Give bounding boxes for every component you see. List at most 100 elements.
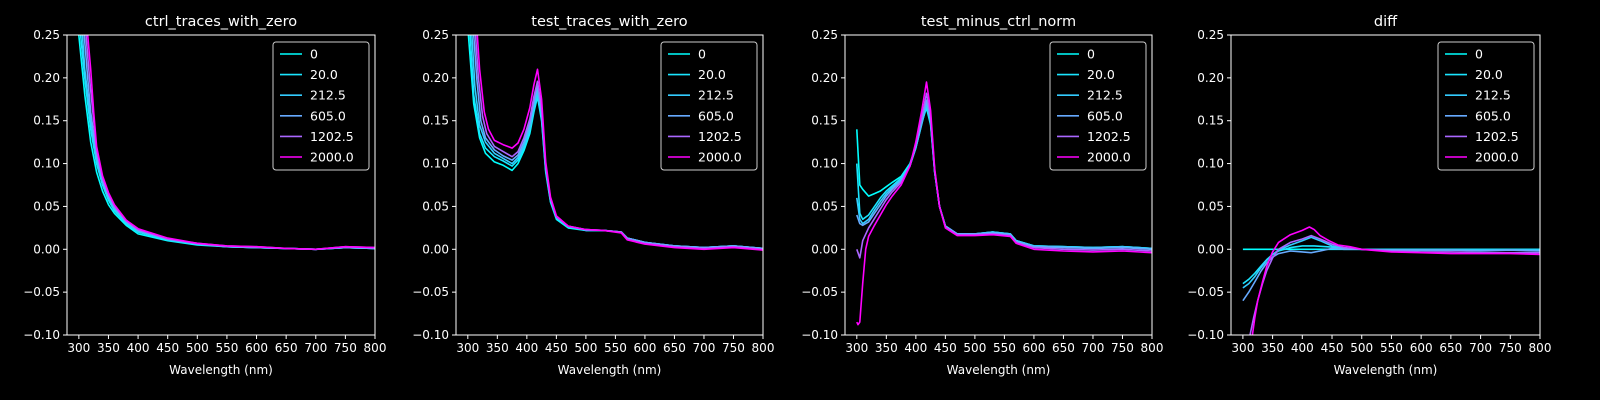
x-tick-label: 700 <box>1082 341 1105 355</box>
x-axis-label: Wavelength (nm) <box>947 363 1051 377</box>
series-line-2000.0 <box>1251 226 1540 335</box>
legend-entry: 1202.5 <box>310 129 354 144</box>
chart-title: test_traces_with_zero <box>531 14 688 30</box>
x-tick-label: 450 <box>156 341 179 355</box>
legend: 0 20.0 212.5 605.0 1202.5 2000.0 <box>272 41 370 171</box>
legend-entry: 0 <box>1475 47 1483 62</box>
x-tick-label: 800 <box>752 341 775 355</box>
x-tick-label: 450 <box>545 341 568 355</box>
x-tick-label: 500 <box>1350 341 1373 355</box>
chart-panel-4: diff 300 350 400 450 500 550 600 650 700 750 800 −0.… <box>1187 14 1551 377</box>
x-tick-label: 600 <box>633 341 656 355</box>
x-tick-label: 300 <box>845 341 868 355</box>
chart-panel-1: ctrl_traces_with_zero 300 350 400 450 500 550 6… <box>23 14 386 377</box>
x-tick-label: 600 <box>1410 341 1433 355</box>
legend-entry: 1202.5 <box>1087 129 1131 144</box>
x-tick-label: 400 <box>127 341 150 355</box>
x-tick-label: 800 <box>1529 341 1552 355</box>
y-tick-label: 0.10 <box>33 157 60 171</box>
x-tick-label: 650 <box>1052 341 1075 355</box>
x-tick-label: 300 <box>1231 341 1254 355</box>
x-tick-label: 700 <box>1469 341 1492 355</box>
x-axis-label: Wavelength (nm) <box>169 363 273 377</box>
plot-area <box>455 34 764 336</box>
legend-entry: 605.0 <box>310 108 346 123</box>
y-tick-label: 0.05 <box>422 199 449 213</box>
x-tick-label: 750 <box>1111 341 1134 355</box>
x-tick-label: 400 <box>515 341 538 355</box>
legend-entry: 20.0 <box>1475 67 1503 82</box>
chart-title: ctrl_traces_with_zero <box>145 14 297 30</box>
y-tick-label: −0.05 <box>23 285 60 299</box>
y-tick-label: −0.10 <box>1187 328 1224 342</box>
y-tick-label: −0.10 <box>801 328 838 342</box>
legend-entry: 0 <box>698 47 706 62</box>
legend-entry: 212.5 <box>310 88 346 103</box>
x-tick-label: 550 <box>604 341 627 355</box>
x-tick-label: 500 <box>186 341 209 355</box>
legend: 0 20.0 212.5 605.0 1202.5 2000.0 <box>1437 41 1535 171</box>
series-line-605.0 <box>1242 247 1540 302</box>
x-tick-label: 750 <box>722 341 745 355</box>
y-tick-label: 0.00 <box>33 242 60 256</box>
y-tick-label: 0.05 <box>811 199 838 213</box>
y-tick-label: 0.00 <box>422 242 449 256</box>
legend-entry: 1202.5 <box>698 129 742 144</box>
y-tick-label: 0.00 <box>811 242 838 256</box>
x-axis-label: Wavelength (nm) <box>558 363 662 377</box>
x-tick-label: 650 <box>663 341 686 355</box>
y-tick-label: 0.25 <box>422 28 449 42</box>
plot-area <box>1230 34 1541 336</box>
y-tick-label: 0.10 <box>811 157 838 171</box>
y-tick-label: 0.15 <box>811 114 838 128</box>
x-tick-label: 400 <box>904 341 927 355</box>
y-tick-label: 0.25 <box>811 28 838 42</box>
legend-entry: 212.5 <box>1087 88 1123 103</box>
x-tick-label: 500 <box>963 341 986 355</box>
y-tick-label: 0.05 <box>33 199 60 213</box>
y-tick-label: 0.20 <box>422 71 449 85</box>
y-tick-label: −0.05 <box>801 285 838 299</box>
legend-entry: 20.0 <box>310 67 338 82</box>
legend-entry: 2000.0 <box>1087 150 1131 165</box>
y-tick-label: 0.05 <box>1197 199 1224 213</box>
legend-entry: 212.5 <box>1475 88 1511 103</box>
legend-entry: 605.0 <box>698 108 734 123</box>
x-tick-label: 450 <box>1321 341 1344 355</box>
legend-entry: 20.0 <box>698 67 726 82</box>
series-line-2000.0 <box>856 81 1152 326</box>
plot-area <box>844 34 1153 336</box>
x-tick-label: 350 <box>486 341 509 355</box>
x-tick-label: 550 <box>215 341 238 355</box>
x-tick-label: 550 <box>993 341 1016 355</box>
chart-title: test_minus_ctrl_norm <box>921 14 1076 30</box>
x-tick-label: 450 <box>934 341 957 355</box>
x-tick-label: 800 <box>364 341 387 355</box>
legend-entry: 0 <box>1087 47 1095 62</box>
y-tick-label: 0.10 <box>422 157 449 171</box>
legend-entry: 2000.0 <box>1475 150 1519 165</box>
plot-area <box>66 34 376 336</box>
x-tick-label: 550 <box>1380 341 1403 355</box>
x-axis-label: Wavelength (nm) <box>1334 363 1438 377</box>
x-tick-label: 400 <box>1291 341 1314 355</box>
chart-panel-3: test_minus_ctrl_norm 300 350 400 450 500 550 60… <box>801 14 1163 377</box>
x-tick-label: 650 <box>275 341 298 355</box>
series-line-2000.0 <box>86 35 375 251</box>
legend-entry: 2000.0 <box>698 150 742 165</box>
y-tick-label: −0.05 <box>1187 285 1224 299</box>
x-tick-label: 600 <box>1022 341 1045 355</box>
y-tick-label: −0.10 <box>412 328 449 342</box>
x-tick-label: 600 <box>245 341 268 355</box>
x-tick-label: 750 <box>334 341 357 355</box>
y-tick-label: 0.15 <box>1197 114 1224 128</box>
y-tick-label: 0.15 <box>422 114 449 128</box>
legend-entry: 2000.0 <box>310 150 354 165</box>
y-tick-label: 0.20 <box>811 71 838 85</box>
y-tick-label: 0.15 <box>33 114 60 128</box>
legend-entry: 605.0 <box>1475 108 1511 123</box>
y-tick-label: 0.10 <box>1197 157 1224 171</box>
y-tick-label: 0.00 <box>1197 242 1224 256</box>
x-tick-label: 350 <box>1261 341 1284 355</box>
